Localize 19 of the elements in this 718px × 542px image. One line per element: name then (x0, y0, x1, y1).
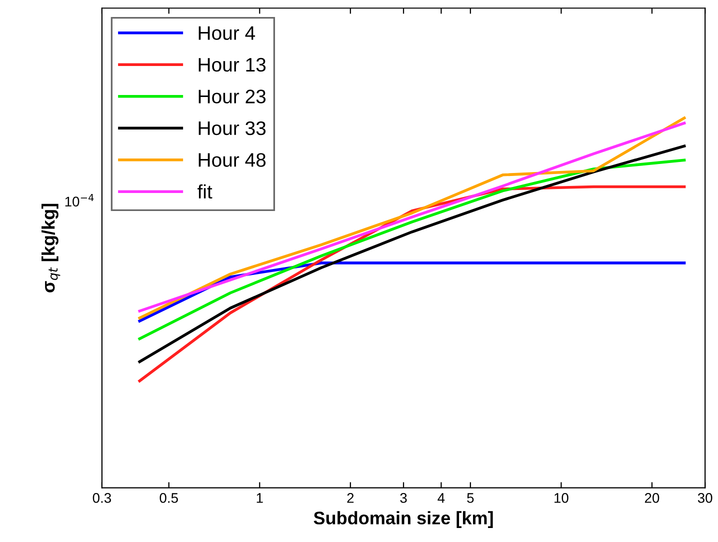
x-tick-label: 4 (438, 493, 445, 503)
x-tick-label: 10 (554, 493, 568, 503)
legend-label: Hour 4 (198, 26, 256, 40)
y-axis-title: σ$_{qt}$ [kg/kg] (42, 204, 60, 292)
x-tick-label: 0.5 (160, 493, 178, 503)
text: 10$^{−4}$ (65, 194, 94, 207)
x-tick-label: 2 (347, 493, 354, 503)
legend-label: Hour 48 (198, 153, 266, 167)
legend-label: fit (198, 184, 212, 199)
legend-label: Hour 13 (198, 58, 266, 72)
legend-label: Hour 33 (198, 121, 266, 136)
x-tick-label: 5 (467, 493, 474, 503)
x-tick-label: 0.3 (92, 493, 111, 503)
x-axis-title: Subdomain size [km] (314, 511, 493, 528)
x-tick-label: 3 (400, 493, 407, 503)
x-tick-label: 30 (698, 493, 712, 503)
x-tick-label: 20 (644, 493, 660, 503)
legend-label: Hour 23 (198, 90, 266, 104)
x-tick-label: 1 (256, 493, 263, 503)
